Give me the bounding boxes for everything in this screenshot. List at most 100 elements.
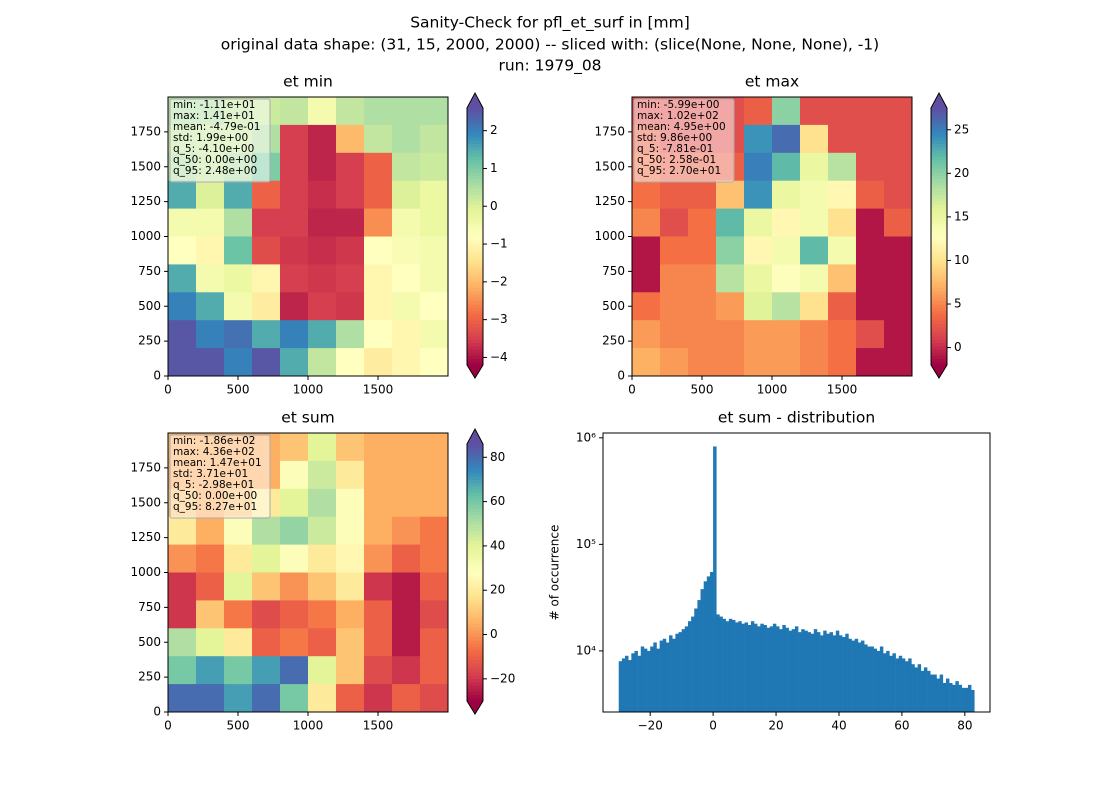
histogram-bar [876,650,881,712]
heatmap-cell [224,572,253,601]
heatmap-cell [364,348,393,377]
heatmap-cell [392,97,421,126]
histogram-bar [700,589,704,712]
histogram-bar [838,635,843,712]
stats-line: q_5: -4.10e+00 [173,143,254,155]
x-tick-label: 0 [164,383,172,397]
histogram-bar [647,650,651,712]
colorbar-swatch [931,361,947,366]
heatmap-cell [716,320,745,349]
heatmap-cell [196,348,225,377]
heatmap-cell [308,572,337,601]
histogram-bar [722,618,727,712]
heatmap-cell [252,348,281,377]
colorbar-swatch [467,659,483,663]
heatmap-cell [308,236,337,265]
histogram-bar [794,626,799,712]
colorbar-swatch [467,313,483,318]
heatmap-cell [280,97,309,126]
heatmap-cell [744,264,773,293]
heatmap-cell [308,124,337,154]
heatmap-cell [280,656,309,685]
heatmap-cell [364,684,393,713]
colorbar-swatch [931,281,947,286]
heatmap-cell [420,97,449,126]
colorbar-swatch [931,117,947,122]
colorbar-swatch [467,117,483,122]
heatmap-cell [660,320,689,349]
colorbar-swatch [467,569,483,573]
colorbar-swatch [467,230,483,234]
colorbar-swatch [467,694,483,699]
histogram-bar [939,674,944,712]
heatmap-cell [168,180,197,210]
histogram-bar [857,642,862,712]
colorbar-swatch [931,159,947,164]
heatmap-cell [660,264,689,293]
heatmap-cell [660,180,689,210]
colorbar-swatch [467,236,483,241]
heatmap-cell [280,320,309,349]
histogram-bar [895,658,900,712]
histogram-bar [628,660,632,712]
colorbar-swatch [467,143,483,148]
colorbar-tick-label: 60 [490,494,505,508]
colorbar-swatch [467,358,483,363]
heatmap-cell [884,264,913,293]
heatmap-cell [168,292,197,321]
heatmap-cell [196,292,225,321]
colorbar-swatch [467,336,483,340]
heatmap-cell [336,433,365,462]
colorbar-swatch [931,169,947,173]
heatmap-cell [364,628,393,657]
histogram-bar [785,627,789,712]
heatmap-cell [252,264,281,293]
heatmap-cell [196,684,225,713]
colorbar-tick-label: −1 [490,237,508,251]
histogram-bar [861,640,865,712]
heatmap-cell [828,152,857,182]
colorbar-swatch [467,540,483,545]
colorbar-swatch [931,178,947,183]
histogram-bar [845,633,849,712]
colorbar-swatch [467,156,483,160]
colorbar-swatch [467,262,483,266]
colorbar-swatch [467,275,483,279]
colorbar-swatch [467,514,483,519]
colorbar-swatch [467,108,483,112]
heatmap-cell [420,292,449,321]
x-tick-label: 80 [957,719,972,733]
histogram-bar [637,655,642,712]
heatmap-cell [716,180,745,210]
x-tick-label: 40 [831,719,846,733]
colorbar-swatch [467,329,483,334]
colorbar-tick-label: 15 [954,209,969,223]
colorbar-swatch [467,665,483,670]
colorbar-swatch [467,463,483,467]
colorbar-swatch [931,204,947,209]
histogram-bar [917,664,922,712]
colorbar-swatch [467,578,483,583]
heatmap-cell [772,264,801,293]
heatmap-cell [772,292,801,321]
heatmap-cell [828,124,857,154]
heatmap-cell [280,348,309,377]
heatmap-cell [392,488,421,518]
histogram-bar [750,621,755,712]
x-tick-label: 0 [628,383,636,397]
heatmap-cell [420,488,449,518]
stats-line: mean: 1.47e+01 [173,457,262,469]
heatmap-cell [336,600,365,629]
heatmap-cell [196,600,225,629]
colorbar-swatch [467,566,483,570]
colorbar-swatch [467,627,483,631]
heatmap-cell [336,628,365,657]
heatmap-cell [392,208,421,237]
histogram-bar [942,682,947,712]
heatmap-cell [420,600,449,629]
colorbar-swatch [467,361,483,366]
stats-line: max: 1.02e+02 [637,110,719,122]
heatmap-cell [224,516,253,546]
colorbar-swatch [931,230,947,234]
colorbar-swatch [467,646,483,651]
